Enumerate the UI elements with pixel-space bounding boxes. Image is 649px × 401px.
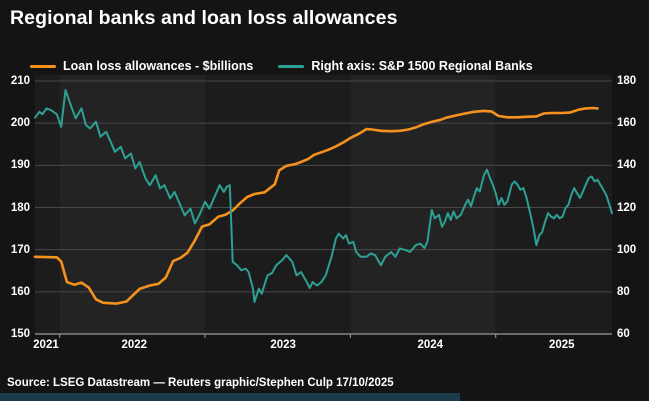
legend-item-0: Loan loss allowances - $billions [30,59,253,73]
series-line-1 [34,89,613,303]
left-axis-tick-200: 200 [10,117,30,130]
year-band-2023 [205,75,351,334]
legend-label: Right axis: S&P 1500 Regional Banks [311,59,533,73]
x-axis-label-2022: 2022 [121,339,148,351]
series-line-0 [33,106,599,305]
x-axis-label-2025: 2025 [549,339,575,351]
right-axis-tick-60: 60 [617,328,630,340]
left-axis-tick-180: 180 [10,201,30,214]
right-axis-tick-160: 160 [617,117,637,130]
right-axis-tick-100: 100 [617,243,637,256]
right-axis-tick-180: 180 [617,75,637,87]
right-axis-tick-80: 80 [617,285,630,298]
right-axis-tick-140: 140 [617,159,637,172]
legend-label: Loan loss allowances - $billions [63,59,254,73]
x-axis-label-2021: 2021 [33,339,59,351]
legend-item-1: Right axis: S&P 1500 Regional Banks [278,59,533,73]
left-axis-tick-210: 210 [10,75,30,87]
year-band-2024 [350,75,496,334]
source-attribution: Source: LSEG Datastream — Reuters graphi… [7,377,394,389]
x-axis-label-2024: 2024 [417,339,444,351]
left-axis-tick-150: 150 [10,328,30,340]
x-axis-label-2023: 2023 [270,339,296,351]
left-axis-tick-160: 160 [10,285,30,298]
left-axis-tick-190: 190 [10,159,30,172]
right-axis-tick-120: 120 [617,201,637,214]
left-axis-tick-170: 170 [10,243,30,256]
footer-accent-bar [0,393,460,401]
legend-swatch-icon [30,64,56,68]
legend-swatch-icon [278,64,305,68]
year-band-2021 [35,75,60,334]
chart-legend: Loan loss allowances - $billions Right ax… [30,59,533,73]
page-title: Regional banks and loan loss allowances [10,7,398,29]
